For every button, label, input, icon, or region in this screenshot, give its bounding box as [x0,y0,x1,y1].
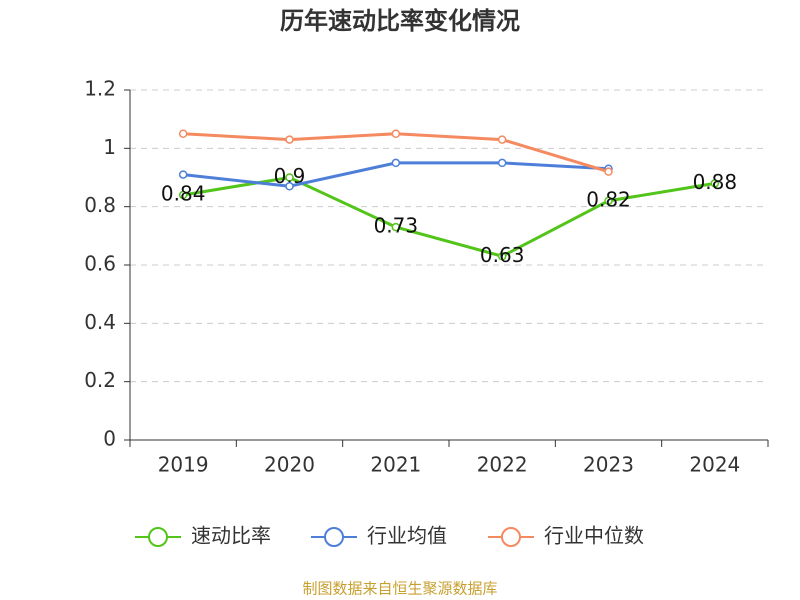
y-tick-label: 0.2 [84,368,116,392]
y-tick-label: 1.2 [84,77,116,101]
data-label: 0.63 [480,243,525,267]
legend-marker [501,527,521,547]
data-point [178,190,188,200]
y-tick-label: 0.6 [84,252,116,276]
data-point [497,135,507,144]
x-tick-label: 2022 [477,453,528,477]
data-point [285,135,294,144]
y-tick-label: 0.4 [84,310,116,334]
data-point [604,196,613,206]
data-label: 0.84 [161,182,206,206]
data-point [497,158,507,168]
data-point [391,222,401,232]
data-point [285,173,294,182]
data-point [391,129,401,138]
y-tick-label: 0.8 [84,193,116,217]
source-note: 制图数据来自恒生聚源数据库 [302,580,497,598]
y-tick-label: 0 [103,427,116,451]
legend-label: 速动比率 [191,524,271,548]
legend-marker [148,527,168,547]
x-tick-label: 2020 [264,453,315,477]
data-label: 0.82 [586,187,631,211]
data-point [178,129,188,138]
x-tick-label: 2024 [689,453,740,477]
x-tick-label: 2021 [370,453,421,477]
data-point [391,158,401,168]
data-label: 0.73 [374,214,419,238]
chart-title: 历年速动比率变化情况 [280,7,520,35]
data-point [710,179,720,188]
data-point [604,167,613,176]
data-point [178,170,188,179]
x-tick-label: 2023 [583,453,634,477]
series-line [182,175,716,258]
data-label: 0.88 [693,170,738,194]
y-tick-label: 1 [103,135,116,159]
legend-marker [324,527,344,547]
x-tick-label: 2019 [158,453,209,477]
legend-label: 行业均值 [367,524,447,548]
data-point [497,252,507,261]
data-point [285,182,294,191]
legend-label: 行业中位数 [544,524,644,548]
